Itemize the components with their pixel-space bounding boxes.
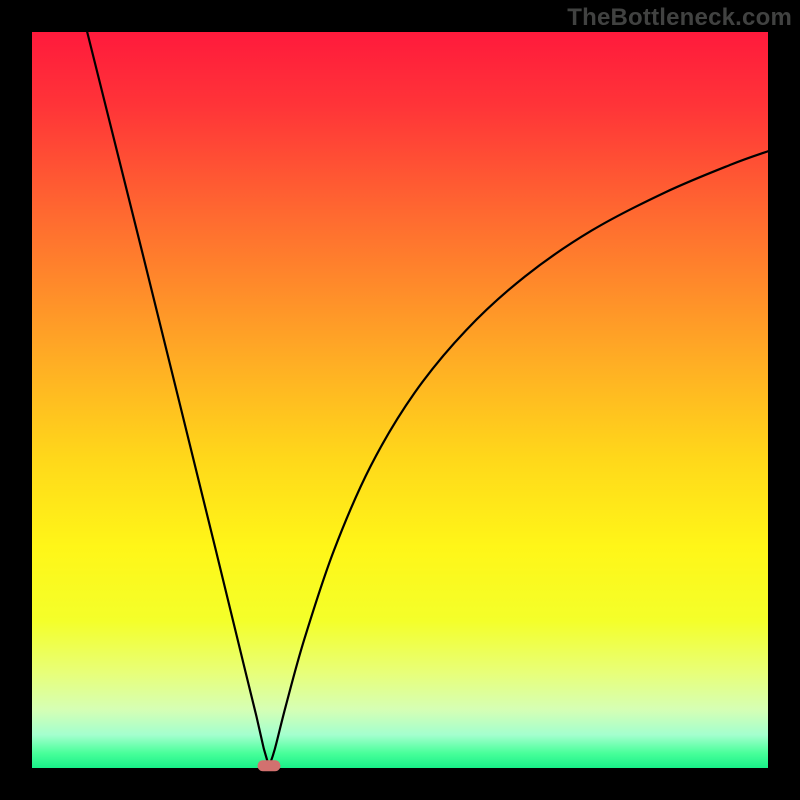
- bottleneck-chart: [0, 0, 800, 800]
- optimal-point-marker: [258, 761, 280, 771]
- plot-background: [32, 32, 768, 768]
- image-root: TheBottleneck.com: [0, 0, 800, 800]
- watermark-text: TheBottleneck.com: [567, 4, 792, 32]
